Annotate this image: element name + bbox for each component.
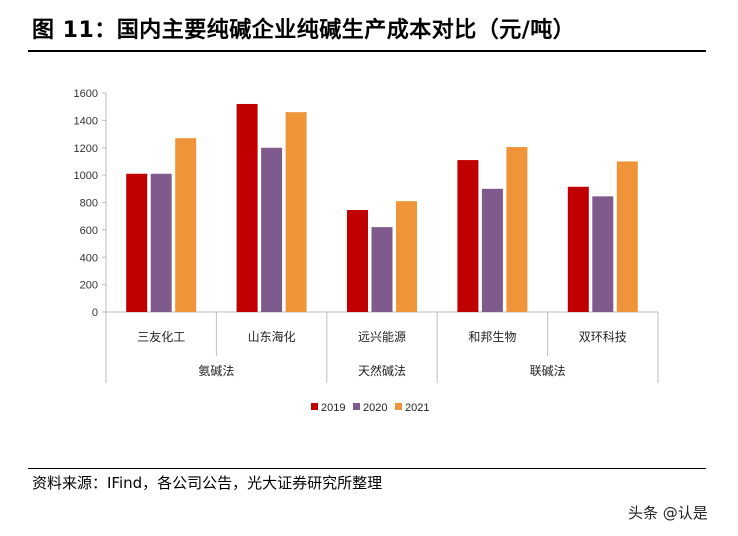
category-label: 远兴能源 [358, 330, 406, 344]
title-rule [28, 50, 706, 52]
y-tick-label: 400 [80, 252, 98, 264]
legend-label-2019: 2019 [321, 402, 345, 414]
y-tick-label: 200 [80, 280, 98, 292]
bar-2021-5 [616, 161, 638, 312]
bar-2021-3 [396, 201, 417, 312]
legend-label-2020: 2020 [363, 402, 387, 414]
legend-swatch-2020 [353, 403, 360, 410]
bar-2019-1 [126, 173, 148, 312]
y-tick-label: 0 [92, 307, 98, 319]
y-tick-label: 1000 [74, 170, 98, 182]
chart-title: 图 11：国内主要纯碱企业纯碱生产成本对比（元/吨） [32, 18, 576, 43]
source-note: 资料来源：IFind，各公司公告，光大证券研究所整理 [32, 474, 383, 492]
category-label: 双环科技 [579, 330, 627, 344]
legend-swatch-2019 [311, 403, 318, 410]
bar-2021-2 [285, 112, 307, 312]
watermark: 头条 @认是 [628, 504, 708, 522]
bar-2021-1 [175, 138, 197, 312]
bar-2020-2 [261, 147, 283, 312]
bar-2020-5 [592, 196, 614, 312]
bar-2019-5 [567, 186, 589, 312]
category-label: 和邦生物 [468, 330, 516, 344]
legend-swatch-2021 [395, 403, 402, 410]
bar-2019-2 [236, 103, 258, 312]
bar-2021-4 [506, 147, 528, 312]
group-label: 氨碱法 [198, 364, 234, 378]
source-rule [28, 468, 706, 469]
bar-2020-3 [371, 227, 393, 312]
y-tick-label: 1600 [74, 88, 98, 100]
y-tick-label: 1200 [74, 143, 98, 155]
group-label: 联碱法 [530, 364, 566, 378]
bar-2020-4 [481, 188, 503, 312]
legend-label-2021: 2021 [405, 402, 429, 414]
y-tick-label: 1400 [74, 115, 98, 127]
category-label: 山东海化 [248, 329, 296, 344]
y-tick-label: 800 [80, 198, 98, 210]
bar-chart: 0 200 400 600 800 1000 1200 1400 1600 三友化工 山东海化 远兴能… [74, 88, 659, 414]
bar-2019-4 [457, 160, 479, 312]
bar-2019-3 [347, 210, 368, 312]
category-label: 三友化工 [137, 330, 185, 344]
y-tick-label: 600 [80, 225, 98, 237]
group-label: 天然碱法 [358, 363, 406, 378]
bar-2020-1 [150, 173, 172, 312]
